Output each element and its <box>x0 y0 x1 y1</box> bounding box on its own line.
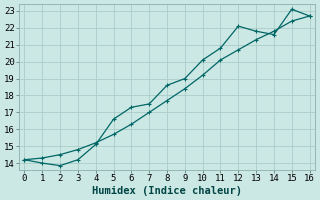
X-axis label: Humidex (Indice chaleur): Humidex (Indice chaleur) <box>92 186 242 196</box>
